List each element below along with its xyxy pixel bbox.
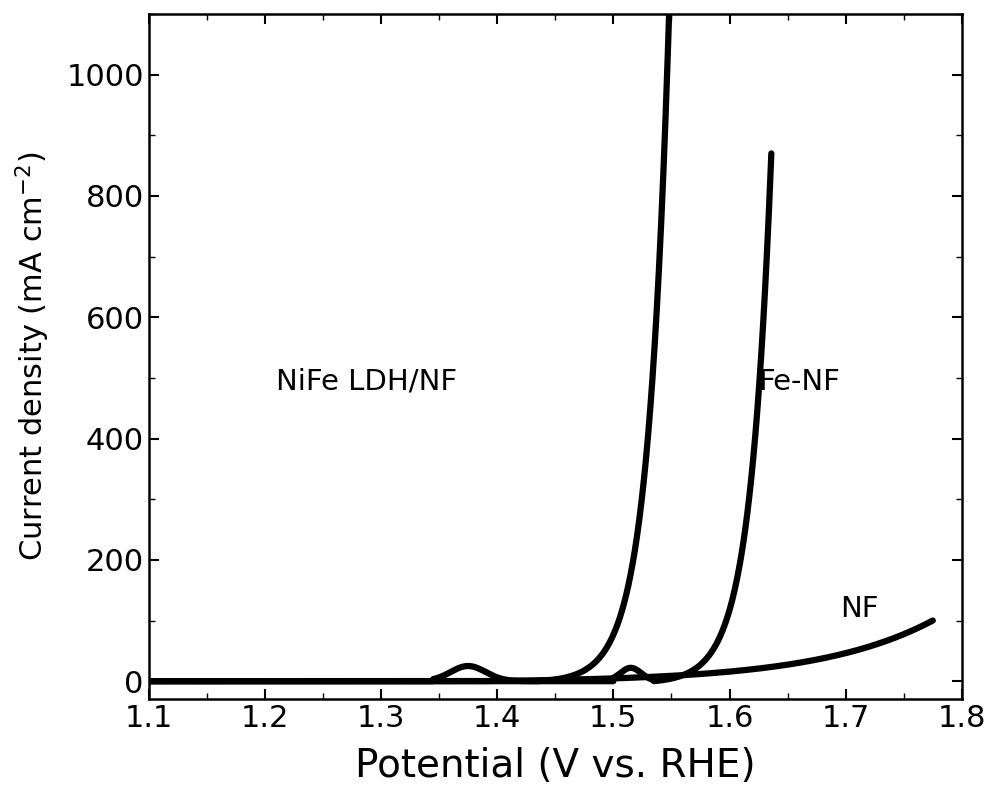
Text: Fe-NF: Fe-NF — [759, 368, 840, 396]
Text: NiFe LDH/NF: NiFe LDH/NF — [276, 368, 458, 396]
Y-axis label: Current density (mA cm$^{-2}$): Current density (mA cm$^{-2}$) — [14, 152, 52, 562]
Text: NF: NF — [840, 595, 878, 623]
X-axis label: Potential (V vs. RHE): Potential (V vs. RHE) — [355, 747, 756, 785]
